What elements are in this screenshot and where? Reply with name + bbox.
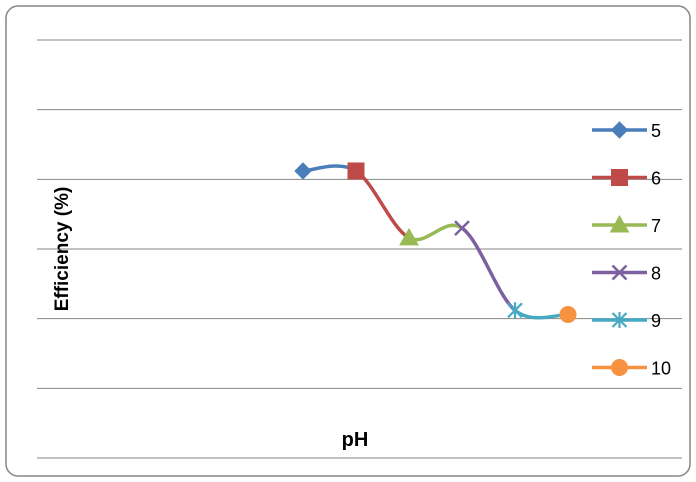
legend-item-9: 9 bbox=[592, 311, 661, 331]
legend-label: 5 bbox=[651, 121, 661, 141]
legend-item-5: 5 bbox=[592, 121, 661, 141]
legend-marker bbox=[611, 312, 628, 328]
legend-marker bbox=[611, 169, 628, 186]
legend-item-6: 6 bbox=[592, 169, 661, 189]
legend-label: 9 bbox=[651, 311, 661, 331]
legend-item-7: 7 bbox=[592, 214, 661, 236]
legend-label: 8 bbox=[651, 264, 661, 284]
legend-marker bbox=[611, 264, 628, 281]
data-point-7 bbox=[399, 227, 419, 246]
series-markers bbox=[294, 162, 577, 323]
legend-label: 6 bbox=[651, 169, 661, 189]
legend-marker bbox=[610, 121, 629, 139]
data-point-5 bbox=[294, 162, 312, 180]
legend: 5 6 7 8 9 10 bbox=[592, 121, 671, 379]
legend-label: 10 bbox=[651, 359, 671, 379]
legend-marker bbox=[611, 359, 628, 376]
legend-marker bbox=[609, 214, 630, 233]
y-axis-title: Efficiency (%) bbox=[52, 187, 73, 312]
legend-item-10: 10 bbox=[592, 359, 671, 379]
legend-item-8: 8 bbox=[592, 264, 661, 284]
data-point-6 bbox=[347, 162, 365, 180]
data-point-9 bbox=[507, 302, 523, 319]
x-axis-title: pH bbox=[342, 429, 369, 451]
legend-label: 7 bbox=[651, 216, 661, 236]
chart-border bbox=[5, 5, 691, 477]
data-point-8 bbox=[454, 220, 470, 236]
data-point-10 bbox=[559, 305, 577, 323]
